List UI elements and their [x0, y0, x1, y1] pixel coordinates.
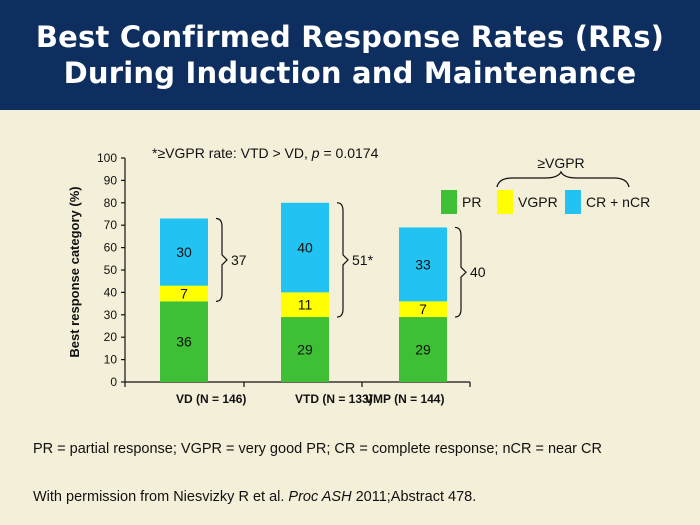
- legend-group-label: ≥VGPR: [537, 155, 584, 171]
- bar-segment: [399, 317, 447, 382]
- y-tick-label: 70: [104, 218, 118, 232]
- source-credit: With permission from Niesvizky R et al. …: [33, 489, 476, 505]
- bar-segment: [160, 285, 208, 302]
- y-axis-label: Best response category (%): [67, 186, 82, 357]
- legend-label: CR + nCR: [586, 194, 650, 210]
- y-tick-label: 60: [104, 241, 118, 255]
- abbreviations-footnote: PR = partial response; VGPR = very good …: [33, 441, 602, 457]
- data-label: 29: [415, 342, 431, 358]
- vgpr-bracket: [215, 217, 228, 302]
- bar-segment: [281, 202, 329, 293]
- credit-suffix: 2011;Abstract 478.: [351, 489, 477, 505]
- y-tick-label: 10: [104, 353, 118, 367]
- y-tick-label: 90: [104, 173, 118, 187]
- annotation-p: p: [311, 145, 320, 161]
- x-tick-label: VD (N = 146): [176, 392, 246, 406]
- bar-segment: [281, 317, 329, 382]
- stacked-bar-chart: Best response category (%) *≥VGPR rate: …: [67, 145, 650, 406]
- y-tick-label: 0: [110, 375, 117, 389]
- bar-segment: [160, 218, 208, 286]
- legend-label: PR: [462, 194, 481, 210]
- y-tick-label: 100: [97, 151, 117, 165]
- chart-legend: ≥VGPR PR VGPR CR + nCR: [441, 155, 650, 214]
- significance-annotation: *≥VGPR rate: VTD > VD, p = 0.0174: [152, 145, 379, 161]
- vgpr-bracket: [454, 226, 467, 318]
- credit-prefix: With permission from Niesvizky R et al.: [33, 489, 289, 505]
- annotation-prefix: *≥VGPR rate: VTD > VD,: [152, 145, 312, 161]
- data-label: 11: [298, 297, 313, 313]
- data-label: 7: [180, 286, 188, 302]
- data-label: 29: [297, 342, 313, 358]
- data-label: 40: [297, 240, 313, 256]
- data-label: 33: [415, 256, 431, 272]
- chart-axes: Best response category (%) *≥VGPR rate: …: [67, 145, 471, 406]
- title-banner: Best Confirmed Response Rates (RRs) Duri…: [0, 0, 700, 110]
- data-label: 30: [176, 244, 192, 260]
- legend-swatch: [565, 190, 581, 214]
- vgpr-bracket: [336, 202, 349, 318]
- x-tick-label: VTD (N = 133): [295, 392, 373, 406]
- y-tick-label: 50: [104, 263, 118, 277]
- title-line-2: During Induction and Maintenance: [63, 56, 637, 90]
- legend-label: VGPR: [518, 194, 558, 210]
- title-line-1: Best Confirmed Response Rates (RRs): [35, 20, 665, 54]
- annotation-suffix: = 0.0174: [320, 145, 379, 161]
- bar-segment: [399, 227, 447, 302]
- y-tick-label: 20: [104, 330, 118, 344]
- credit-journal: Proc ASH: [288, 489, 352, 505]
- legend-swatch: [497, 190, 513, 214]
- y-tick-label: 30: [104, 308, 118, 322]
- bracket-total-label: 51*: [352, 252, 374, 268]
- bracket-total-label: 40: [470, 264, 486, 280]
- y-tick-label: 40: [104, 285, 118, 299]
- y-tick-label: 80: [104, 196, 118, 210]
- bar-segment: [160, 301, 208, 382]
- legend-group-brace: [496, 170, 630, 188]
- data-label: 7: [419, 301, 427, 317]
- bar-segment: [399, 301, 447, 318]
- bar-segment: [281, 292, 329, 318]
- x-tick-label: VMP (N = 144): [365, 392, 444, 406]
- bracket-total-label: 37: [231, 252, 247, 268]
- bar-group: 36 7 30 37 29 11 40 51* 29 7 33 40: [160, 202, 486, 382]
- data-label: 36: [176, 334, 192, 350]
- legend-swatch: [441, 190, 457, 214]
